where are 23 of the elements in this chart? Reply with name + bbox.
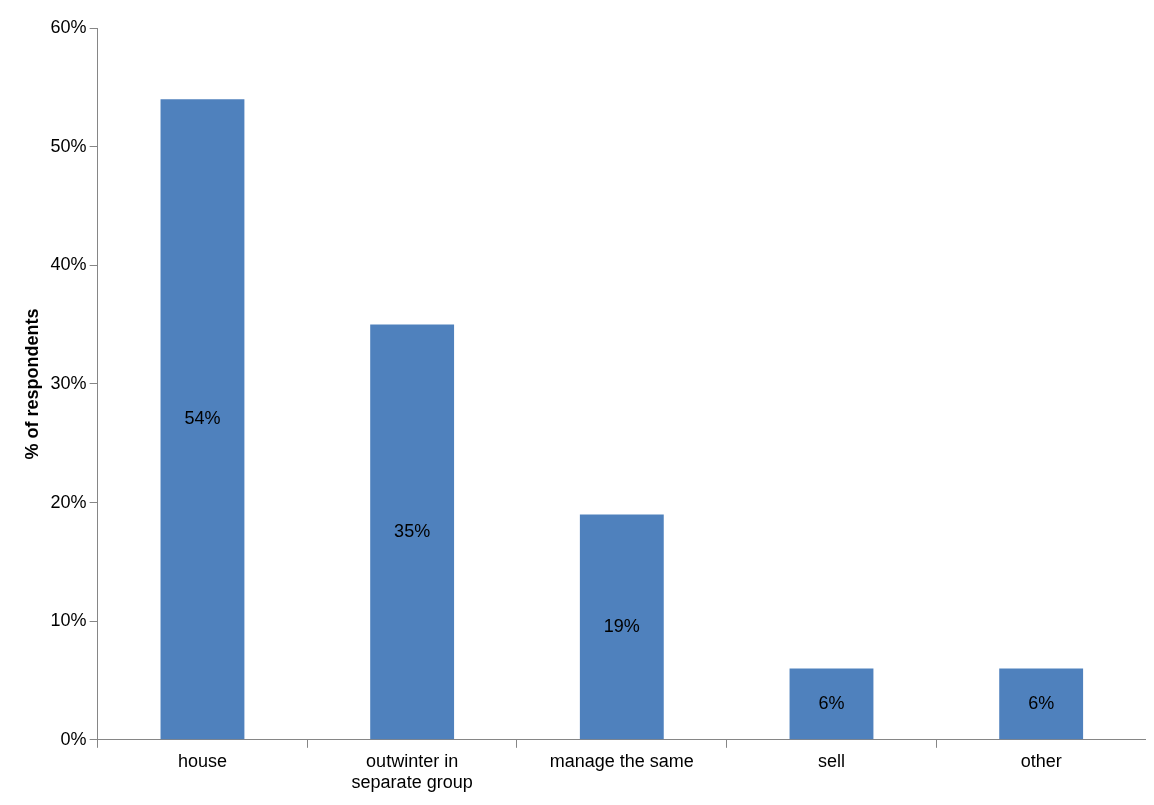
data-label: 6% — [818, 692, 845, 713]
bar — [789, 668, 874, 740]
y-tick-label: 50% — [50, 135, 87, 156]
x-tick-label: other — [1020, 750, 1062, 771]
y-tick-label: 0% — [60, 728, 87, 749]
y-axis-title: % of respondents — [21, 308, 42, 460]
y-tick-label: 30% — [50, 372, 87, 393]
y-tick-label: 40% — [50, 254, 87, 275]
x-tick-label: manage the same — [549, 750, 694, 771]
x-tick-label: sell — [817, 750, 845, 771]
bar — [160, 99, 245, 740]
data-label: 19% — [603, 615, 640, 636]
y-tick-label: 20% — [50, 491, 87, 512]
bar — [579, 514, 664, 740]
data-label: 54% — [184, 408, 221, 429]
y-tick-label: 60% — [50, 16, 87, 37]
x-tick-label: outwinter in separate group — [351, 750, 473, 793]
bar — [370, 324, 455, 740]
x-tick-label: house — [177, 750, 227, 771]
y-tick-label: 10% — [50, 610, 87, 631]
data-label: 6% — [1028, 692, 1055, 713]
data-label: 35% — [394, 520, 431, 541]
bar — [999, 668, 1084, 740]
